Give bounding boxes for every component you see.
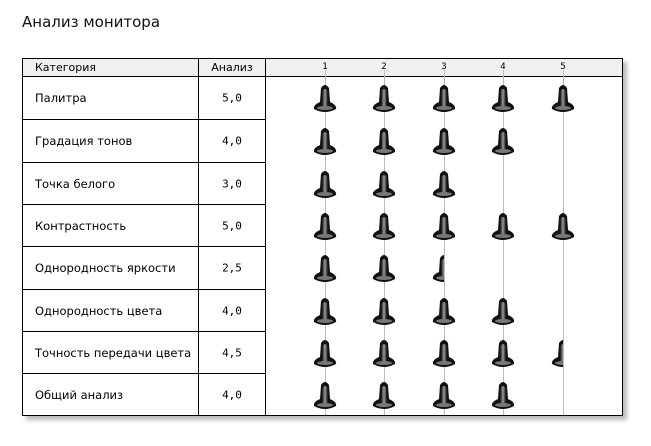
category-label: Однородность яркости	[35, 261, 176, 275]
scale-tick: 4	[500, 62, 506, 72]
bell-icon	[313, 295, 337, 327]
scale-gridline	[503, 70, 504, 415]
category-label: Палитра	[35, 91, 87, 105]
bell-icon	[372, 168, 396, 200]
bell-icon	[551, 82, 575, 114]
scale-gridline	[563, 70, 564, 415]
score-value: 3,0	[222, 177, 242, 190]
bell-icon	[432, 210, 456, 242]
bell-icon	[372, 252, 396, 284]
bell-icon	[372, 379, 396, 411]
category-label: Точка белого	[35, 176, 116, 191]
scale-gridline	[444, 70, 445, 415]
bell-icon	[313, 337, 337, 369]
page-title: Анализ монитора	[22, 13, 161, 31]
bell-icon	[432, 337, 456, 369]
scale-tick: 2	[381, 62, 387, 72]
score-value: 4,0	[222, 304, 242, 317]
bell-icon	[372, 82, 396, 114]
scale-gridline	[325, 70, 326, 415]
bell-icon	[313, 82, 337, 114]
bell-icon	[432, 82, 456, 114]
table-row: Общий анализ 4,0	[23, 374, 266, 415]
score-value: 4,0	[222, 134, 242, 148]
scale-tick: 3	[441, 62, 447, 72]
bell-icon	[372, 125, 396, 157]
bell-icon	[372, 210, 396, 242]
bell-icon	[313, 210, 337, 242]
score-value: 4,5	[222, 346, 242, 359]
bell-icon	[432, 125, 456, 157]
bell-icon	[372, 295, 396, 327]
bell-icon	[313, 125, 337, 157]
table-row: Точность передачи цвета 4,5	[23, 332, 266, 374]
category-label: Точность передачи цвета	[35, 345, 192, 360]
bell-icon	[491, 379, 515, 411]
score-value: 2,5	[222, 261, 242, 275]
scale-tick: 1	[322, 62, 328, 72]
score-value: 5,0	[222, 91, 242, 105]
bell-icon	[551, 210, 575, 242]
bell-icon	[432, 168, 456, 200]
bell-icon	[551, 337, 563, 369]
bell-icon	[313, 252, 337, 284]
table-row: Однородность цвета 4,0	[23, 290, 266, 332]
bell-icon	[491, 295, 515, 327]
bell-icon	[432, 379, 456, 411]
category-label: Общий анализ	[35, 387, 124, 402]
bell-icon	[313, 168, 337, 200]
bell-icon	[491, 337, 515, 369]
table-row: Точка белого 3,0	[23, 163, 266, 205]
bell-icon	[313, 379, 337, 411]
category-label: Контрастность	[35, 218, 127, 233]
table-row: Контрастность 5,0	[23, 205, 266, 247]
header-category-label: Категория	[35, 61, 96, 74]
scale-gridline	[384, 70, 385, 415]
bell-icon	[491, 82, 515, 114]
header-score: Анализ	[199, 59, 266, 77]
scale-tick: 5	[560, 62, 566, 72]
score-value: 5,0	[222, 219, 242, 232]
table-row: Однородность яркости 2,5	[23, 247, 266, 290]
table-row: Палитра 5,0	[23, 77, 266, 120]
header-category: Категория	[23, 59, 199, 77]
bell-icon	[491, 210, 515, 242]
rating-table: Категория Анализ 1 2 3 4 5 Палитра 5,0 Градаци…	[22, 58, 623, 416]
bell-icon	[491, 125, 515, 157]
score-value: 4,0	[222, 388, 242, 401]
bell-icon	[432, 295, 456, 327]
bell-icon	[432, 252, 444, 284]
category-label: Однородность цвета	[35, 303, 163, 318]
category-label: Градация тонов	[35, 134, 133, 148]
table-row: Градация тонов 4,0	[23, 120, 266, 163]
bell-icon	[372, 337, 396, 369]
